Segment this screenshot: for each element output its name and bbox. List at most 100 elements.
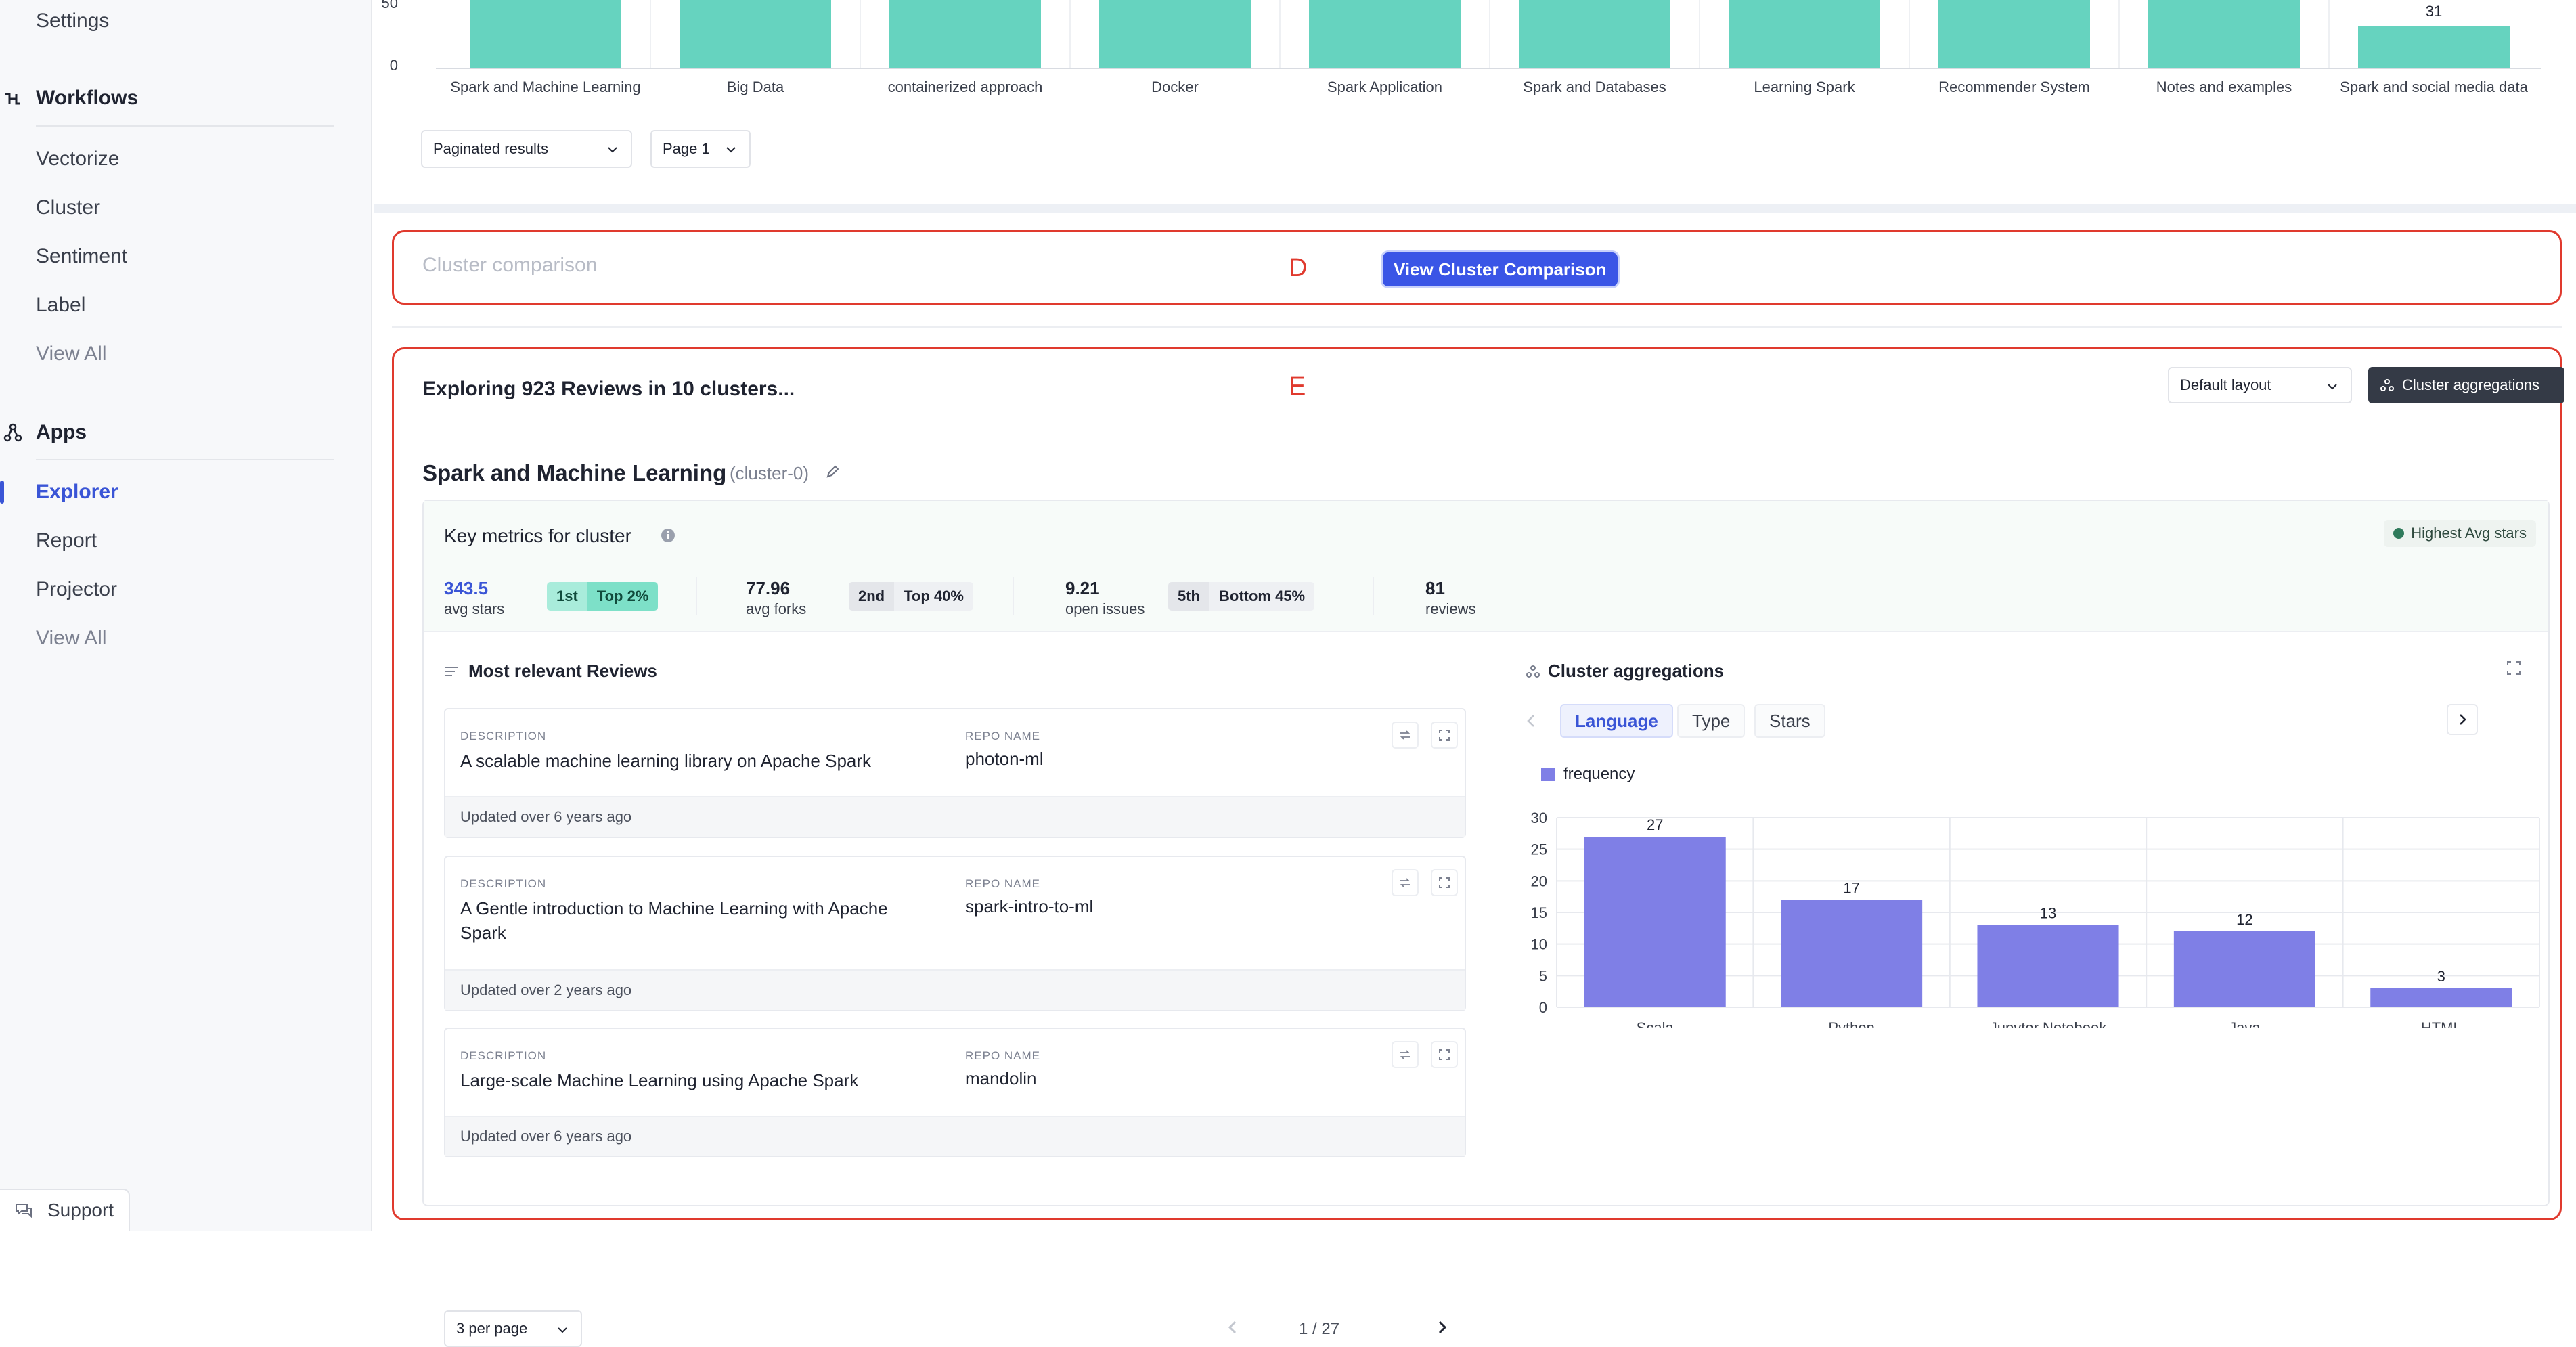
support-button[interactable]: Support <box>0 1189 130 1231</box>
y-tick-label: 15 <box>1531 904 1547 921</box>
chevron-left-icon[interactable] <box>1226 1320 1239 1335</box>
expand-icon[interactable] <box>2506 661 2521 676</box>
review-card[interactable]: DESCRIPTION REPO NAME Large-scale Machin… <box>444 1028 1466 1157</box>
top-chart-bar[interactable] <box>1099 0 1251 68</box>
edit-pencil-icon[interactable] <box>825 464 840 479</box>
workflows-icon <box>5 93 20 105</box>
metric-label: avg forks <box>746 600 807 617</box>
section-marker-e: E <box>1289 372 1306 401</box>
metric-label: open issues <box>1065 600 1145 617</box>
compare-button[interactable] <box>1392 1041 1419 1068</box>
top-chart-category-label: Recommender System <box>1938 79 2090 95</box>
layout-select[interactable]: Default layout <box>2168 367 2352 403</box>
aggregation-icon <box>1526 665 1540 678</box>
tab-stars[interactable]: Stars <box>1754 704 1825 738</box>
top-chart-bar[interactable] <box>2148 0 2300 68</box>
top-chart-gridline <box>1489 0 1490 68</box>
top-chart-category-label: Spark Application <box>1327 79 1442 95</box>
x-tick-label: Scala <box>1637 1019 1674 1028</box>
expand-button[interactable] <box>1431 869 1458 896</box>
badge-dot-icon <box>2393 528 2405 539</box>
review-description: Large-scale Machine Learning using Apach… <box>460 1070 859 1090</box>
tab-language[interactable]: Language <box>1560 704 1673 738</box>
tab-type[interactable]: Type <box>1677 704 1746 738</box>
sidebar-item-projector[interactable]: Projector <box>36 578 118 600</box>
sidebar-item-apps-view-all[interactable]: View All <box>36 627 107 649</box>
key-metrics-title: Key metrics for cluster <box>444 525 631 546</box>
expand-icon <box>1439 1049 1450 1060</box>
compare-button[interactable] <box>1392 722 1419 749</box>
top-chart-gridline <box>2328 0 2330 68</box>
cluster-comparison-title: Cluster comparison <box>422 254 598 276</box>
metric-rank-badge: 2nd Top 40% <box>849 582 973 611</box>
x-tick-label: Java <box>2229 1019 2261 1028</box>
chevron-down-icon <box>2328 384 2337 390</box>
description-caption: DESCRIPTION <box>460 877 547 890</box>
repo-name-caption: REPO NAME <box>965 877 1041 890</box>
bar-value-label: 27 <box>1647 816 1663 833</box>
page-select[interactable]: Page 1 <box>650 130 751 168</box>
sidebar-divider <box>36 125 334 127</box>
compare-button[interactable] <box>1392 869 1419 896</box>
chart-bar[interactable] <box>2370 988 2512 1007</box>
pagination-select-value: Paginated results <box>433 140 548 157</box>
top-chart-gridline <box>1069 0 1071 68</box>
review-card[interactable]: DESCRIPTION REPO NAME A Gentle introduct… <box>444 856 1466 1011</box>
top-chart-y-tick: 50 <box>381 0 398 12</box>
expand-button[interactable] <box>1431 1041 1458 1068</box>
sidebar-item-explorer[interactable]: Explorer <box>36 481 118 503</box>
expand-button[interactable] <box>1431 722 1458 749</box>
rank-position: 1st <box>547 582 587 611</box>
chart-bar[interactable] <box>1977 925 2119 1007</box>
legend-label: frequency <box>1563 765 1635 783</box>
chevron-right-icon <box>2460 714 2466 725</box>
sidebar-item-vectorize[interactable]: Vectorize <box>36 148 120 170</box>
cluster-aggregations-button[interactable]: Cluster aggregations <box>2368 367 2564 403</box>
badge-label: Highest Avg stars <box>2411 525 2527 542</box>
top-cluster-chart: 50 0 Spark and Machine Learning Big Data c… <box>374 0 2576 168</box>
language-frequency-chart: 0 5 10 15 20 25 30 27 Scala 17 Python 13 Jupyter Not… <box>1531 810 2540 1028</box>
chart-bar[interactable] <box>1584 837 1726 1007</box>
chart-bar[interactable] <box>1781 900 1923 1007</box>
top-chart-gridline <box>860 0 861 68</box>
sidebar-item-label[interactable]: Label <box>36 294 86 316</box>
tabs-next-button[interactable] <box>2447 704 2478 735</box>
top-chart-bar[interactable] <box>1938 0 2090 68</box>
y-tick-label: 20 <box>1531 873 1547 889</box>
top-chart-gridline <box>1279 0 1281 68</box>
layout-select-value: Default layout <box>2180 376 2271 393</box>
chart-bar[interactable] <box>2173 931 2315 1007</box>
pagination-select[interactable]: Paginated results <box>421 130 632 168</box>
chevron-left-icon[interactable] <box>1526 713 1536 728</box>
info-icon[interactable] <box>661 528 675 543</box>
top-chart-bar[interactable] <box>680 0 831 68</box>
key-metrics-panel: Key metrics for cluster Highest Avg star… <box>422 500 2550 1347</box>
highest-avg-stars-badge: Highest Avg stars <box>2384 520 2536 547</box>
top-chart-bar[interactable] <box>470 0 621 68</box>
top-chart-bar[interactable] <box>2358 26 2510 68</box>
bar-value-label: 3 <box>2437 968 2445 985</box>
view-cluster-comparison-button[interactable]: View Cluster Comparison <box>1383 252 1618 286</box>
top-chart-bar[interactable] <box>889 0 1041 68</box>
support-chat-icon <box>16 1204 32 1218</box>
top-chart-bar[interactable] <box>1309 0 1461 68</box>
sidebar-item-sentiment[interactable]: Sentiment <box>36 245 128 267</box>
review-description: A scalable machine learning library on A… <box>460 751 872 771</box>
sidebar-item-settings[interactable]: Settings <box>36 9 110 32</box>
sidebar-item-report[interactable]: Report <box>36 529 97 552</box>
per-page-select[interactable]: 3 per page <box>444 1310 582 1347</box>
description-caption: DESCRIPTION <box>460 1049 547 1062</box>
legend-swatch <box>1541 768 1555 781</box>
metric-value: 77.96 <box>746 578 791 598</box>
chevron-right-icon[interactable] <box>1436 1320 1449 1335</box>
cluster-aggregations-button-label: Cluster aggregations <box>2402 376 2540 393</box>
top-chart-bar[interactable] <box>1519 0 1670 68</box>
sidebar-item-cluster[interactable]: Cluster <box>36 196 101 219</box>
sidebar-item-workflows-view-all[interactable]: View All <box>36 343 107 365</box>
review-card[interactable]: DESCRIPTION REPO NAME A scalable machine… <box>444 708 1466 838</box>
x-tick-label: Python <box>1828 1019 1875 1028</box>
metric-value: 81 <box>1425 578 1445 598</box>
top-chart-bar[interactable] <box>1729 0 1880 68</box>
cluster-id: (cluster-0) <box>730 463 809 483</box>
metric-avg-forks: 77.96 avg forks <box>746 578 806 618</box>
